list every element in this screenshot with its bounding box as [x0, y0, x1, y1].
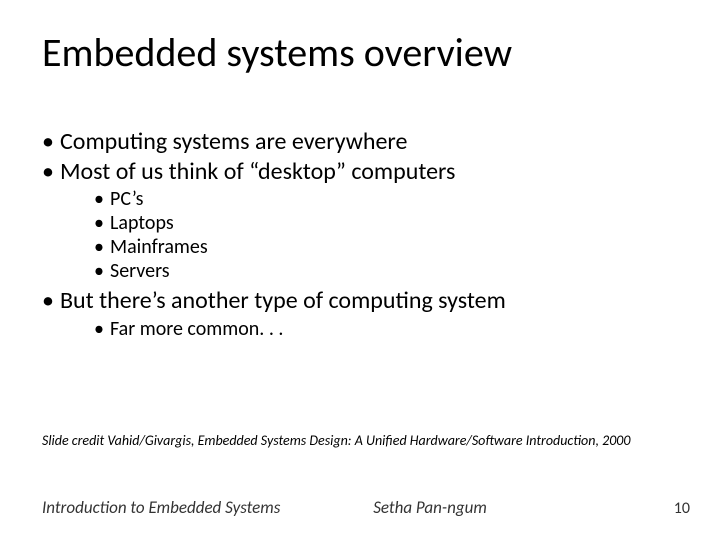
bullet-text: Computing systems are everywhere: [60, 127, 407, 156]
sub-bullet-item: Laptops: [94, 211, 682, 235]
sub-bullet-list: PC’s Laptops Mainframes Servers: [60, 187, 682, 283]
footer-center: Setha Pan-ngum: [140, 497, 720, 518]
page-number: 10: [674, 499, 690, 518]
bullet-list: Computing systems are everywhere Most of…: [42, 128, 682, 341]
sub-bullet-text: Far more common. . .: [110, 317, 283, 341]
sub-bullet-text: Laptops: [110, 211, 174, 235]
bullet-text: Most of us think of “desktop” computers: [60, 157, 455, 186]
slide-title: Embedded systems overview: [42, 28, 512, 77]
sub-bullet-item: Far more common. . .: [94, 317, 682, 341]
bullet-item: Computing systems are everywhere: [42, 128, 682, 156]
sub-bullet-text: Servers: [110, 259, 170, 283]
sub-bullet-item: Servers: [94, 259, 682, 283]
slide-body: Computing systems are everywhere Most of…: [42, 128, 682, 345]
sub-bullet-list: Far more common. . .: [60, 317, 682, 341]
slide: Embedded systems overview Computing syst…: [0, 0, 720, 540]
bullet-item: But there’s another type of computing sy…: [42, 287, 682, 341]
bullet-item: Most of us think of “desktop” computers …: [42, 158, 682, 284]
sub-bullet-text: Mainframes: [110, 235, 208, 259]
sub-bullet-text: PC’s: [110, 187, 143, 211]
sub-bullet-item: Mainframes: [94, 235, 682, 259]
bullet-text: But there’s another type of computing sy…: [60, 286, 506, 315]
slide-credit: Slide credit Vahid/Givargis, Embedded Sy…: [42, 432, 682, 449]
sub-bullet-item: PC’s: [94, 187, 682, 211]
